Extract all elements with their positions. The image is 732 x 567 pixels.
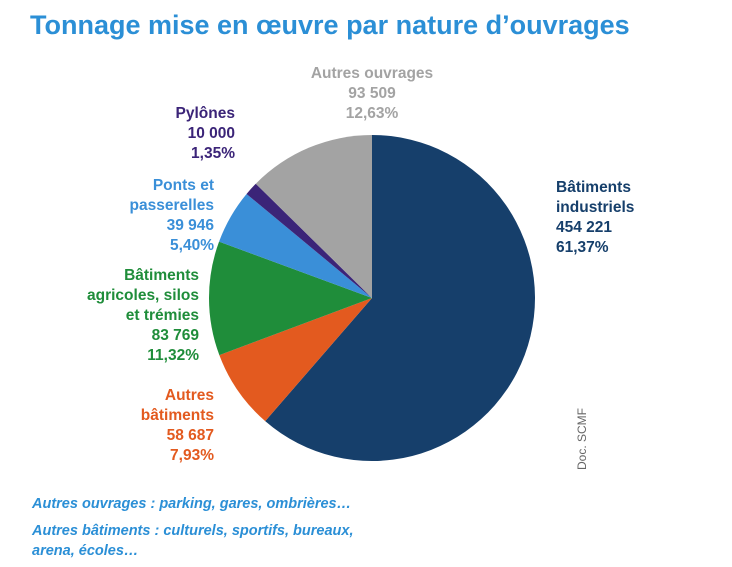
slice-name-line: Ponts et [152,177,214,194]
footnote-autres-batiments-cont: arena, écoles… [32,543,139,559]
label-autres-batiments: Autres bâtiments 58 687 7,93% [141,386,214,466]
slice-value: 58 687 [166,427,214,444]
slice-name-line: Pylônes [175,105,235,122]
pie-slice-pylones [246,183,372,298]
slice-percent: 5,40% [170,237,214,254]
chart-title: Tonnage mise en œuvre par nature d’ouvra… [30,10,630,40]
pie-slice-batiments-agricoles [208,241,372,356]
slice-name-line: Bâtiments [124,267,199,284]
slice-percent: 12,63% [345,105,399,122]
pie-slice-ponts-passerelles [219,193,372,298]
slice-percent: 11,32% [147,347,199,364]
slice-name-line: Autres [164,387,214,404]
label-ponts-passerelles: Ponts et passerelles 39 946 5,40% [130,176,214,256]
label-pylones: Pylônes 10 000 1,35% [176,104,235,164]
credit-text: Doc. SCMF [575,407,589,470]
slice-value: 454 221 [556,219,613,236]
slice-value: 83 769 [151,327,199,344]
slice-percent: 61,37% [556,239,609,256]
slice-name-line: Bâtiments [556,179,631,196]
slice-percent: 7,93% [170,447,214,464]
slice-name-line: Autres ouvrages [310,65,434,82]
label-autres-ouvrages: Autres ouvrages 93 509 12,63% [292,64,452,124]
slice-value: 39 946 [166,217,214,234]
slice-value: 93 509 [348,85,396,102]
label-batiments-agricoles: Bâtiments agricoles, silos et trémies 83… [87,266,199,366]
slice-name-line: industriels [556,199,635,216]
pie-slice-autres-batiments [219,298,372,422]
pie-slice-batiments-industriels [265,135,536,461]
slice-name-line: et trémies [125,307,199,324]
footnote-autres-ouvrages: Autres ouvrages : parking, gares, ombriè… [32,496,352,512]
slice-name-line: bâtiments [140,407,214,424]
footnote-autres-batiments: Autres bâtiments : culturels, sportifs, … [32,523,354,539]
slice-name-line: passerelles [129,197,214,214]
label-batiments-industriels: Bâtiments industriels 454 221 61,37% [556,178,634,258]
pie-slice-autres-ouvrages [255,135,372,298]
slice-name-line: agricoles, silos [87,287,199,304]
slice-value: 10 000 [187,125,235,142]
slice-percent: 1,35% [191,145,235,162]
